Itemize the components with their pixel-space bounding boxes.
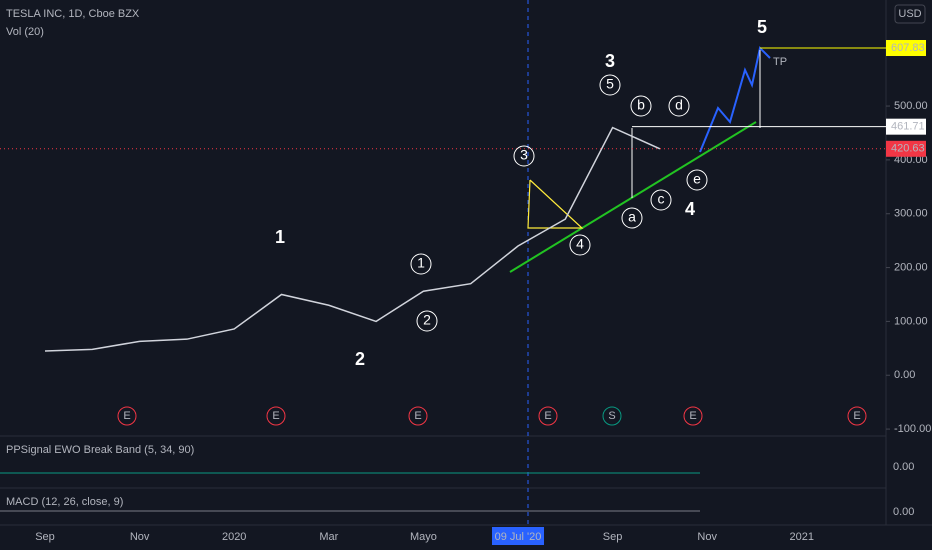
- wave-circle: [650, 189, 672, 211]
- wave-label: c: [658, 191, 665, 207]
- event-marker: [847, 406, 867, 426]
- x-tick-label: Sep: [603, 531, 623, 543]
- wave-circle: [621, 207, 643, 229]
- wave-label: 5: [757, 17, 767, 37]
- event-marker: [683, 406, 703, 426]
- price-tag: [886, 40, 926, 57]
- pane-title: MACD (12, 26, close, 9): [6, 496, 123, 508]
- y-tick-label: 300.00: [894, 208, 928, 220]
- wave-label: 2: [355, 349, 365, 369]
- wave-circle: [599, 74, 621, 96]
- wave-circle: [416, 310, 438, 332]
- pane-tick: 0.00: [893, 506, 914, 518]
- wave-label: 3: [520, 147, 528, 163]
- y-tick-label: 100.00: [894, 315, 928, 327]
- event-marker: [117, 406, 137, 426]
- wave-circle: [569, 234, 591, 256]
- wave-label: TP: [773, 56, 787, 68]
- wave-circle: [630, 95, 652, 117]
- volume-label: Vol (20): [6, 26, 44, 38]
- x-tick-label: 2021: [790, 531, 814, 543]
- event-marker: [538, 406, 558, 426]
- triangle: [527, 179, 584, 229]
- y-tick-label: 400.00: [894, 154, 928, 166]
- event-label: E: [544, 410, 551, 422]
- currency-box: [894, 4, 926, 24]
- wave-label: d: [675, 97, 683, 113]
- wave-circle: [410, 253, 432, 275]
- price-tag-label: 461.71: [891, 121, 925, 133]
- pane-tick: 0.00: [893, 461, 914, 473]
- y-tick-label: 200.00: [894, 261, 928, 273]
- price-tag: [886, 118, 926, 135]
- event-marker: [266, 406, 286, 426]
- x-tick-label: Mayo: [410, 531, 437, 543]
- price-tag-label: 420.63: [891, 143, 925, 155]
- x-tick-label: Sep: [35, 531, 55, 543]
- event-label: E: [853, 410, 860, 422]
- x-tick-label: Nov: [697, 531, 717, 543]
- symbol: TESLA INC, 1D, Cboe BZX: [6, 8, 140, 20]
- y-tick-label: -100.00: [894, 423, 931, 435]
- wave-label: 3: [605, 51, 615, 71]
- y-tick-label: 500.00: [894, 100, 928, 112]
- wave-circle: [686, 169, 708, 191]
- wave-circle: [668, 95, 690, 117]
- x-tick-label: 2020: [222, 531, 246, 543]
- wave-label: 1: [275, 227, 285, 247]
- event-marker: [602, 406, 622, 426]
- currency: USD: [898, 8, 921, 20]
- wave-label: b: [637, 97, 645, 113]
- price-line: [44, 126, 661, 352]
- wave-circle: [513, 145, 535, 167]
- x-tick-label: 09 Jul '20: [495, 531, 542, 543]
- event-label: E: [123, 410, 130, 422]
- event-label: E: [689, 410, 696, 422]
- event-label: S: [608, 410, 615, 422]
- x-tick-label: Mar: [319, 531, 338, 543]
- wave-label: e: [693, 171, 701, 187]
- wave-label: 2: [423, 312, 431, 328]
- wave-label: a: [628, 209, 636, 225]
- x-tick-label: Nov: [130, 531, 150, 543]
- wave-label: 4: [576, 236, 584, 252]
- event-label: E: [272, 410, 279, 422]
- wave-label: 5: [606, 76, 614, 92]
- trendline: [509, 121, 757, 273]
- pane-title: PPSignal EWO Break Band (5, 34, 90): [6, 444, 194, 456]
- wave-label: 1: [417, 255, 425, 271]
- price-tag-label: 607.83: [891, 42, 925, 54]
- price-tag: [886, 140, 926, 157]
- event-marker: [408, 406, 428, 426]
- event-label: E: [414, 410, 421, 422]
- wave-label: 4: [685, 199, 695, 219]
- y-tick-label: 0.00: [894, 369, 915, 381]
- date-highlight: [492, 527, 544, 545]
